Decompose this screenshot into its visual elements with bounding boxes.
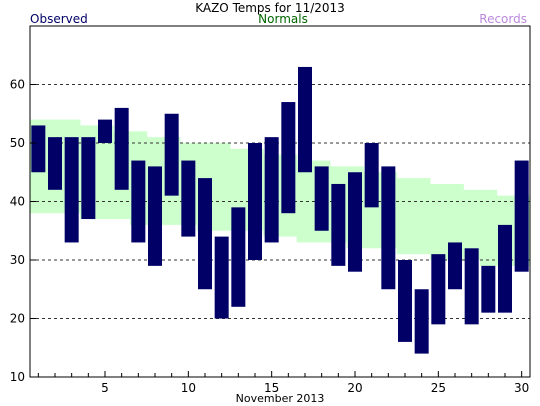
observed-bar-day-22 bbox=[381, 166, 396, 290]
observed-bar-day-30 bbox=[514, 160, 529, 272]
observed-bar-day-10 bbox=[181, 160, 196, 237]
x-tick-label-10: 10 bbox=[181, 381, 196, 395]
y-axis: 10 20 30 40 50 60 bbox=[10, 78, 36, 384]
observed-bar-day-21 bbox=[364, 143, 379, 208]
observed-bar-day-4 bbox=[81, 137, 96, 220]
observed-bar-day-7 bbox=[131, 160, 146, 243]
normals-band-day-26 bbox=[446, 183, 464, 260]
observed-bar-day-18 bbox=[314, 166, 329, 231]
normals-band-day-25 bbox=[430, 183, 448, 260]
x-tick-label-15: 15 bbox=[264, 381, 279, 395]
observed-bar-day-13 bbox=[231, 207, 246, 307]
y-tick-label-30: 30 bbox=[10, 253, 25, 267]
observed-bar-day-25 bbox=[431, 254, 446, 325]
legend-normals: Normals bbox=[258, 12, 308, 26]
y-tick-label-10: 10 bbox=[10, 370, 25, 384]
observed-bar-day-23 bbox=[398, 260, 412, 342]
observed-bar-day-26 bbox=[448, 242, 462, 290]
normals-band-day-28 bbox=[480, 189, 498, 266]
normals-band-day-12 bbox=[213, 143, 231, 231]
observed-bar-day-1 bbox=[31, 125, 46, 173]
observed-bar-day-11 bbox=[198, 178, 212, 290]
observed-bar-day-5 bbox=[98, 119, 112, 143]
y-tick-label-20: 20 bbox=[10, 312, 25, 326]
y-tick-label-60: 60 bbox=[10, 78, 25, 92]
y-tick-label-50: 50 bbox=[10, 136, 25, 150]
grid-lines bbox=[30, 84, 530, 319]
normals-band-day-17 bbox=[296, 160, 314, 243]
observed-bar-day-20 bbox=[348, 172, 362, 272]
normals-band-day-23 bbox=[396, 178, 414, 255]
legend-records: Records bbox=[479, 12, 527, 26]
observed-bar-day-17 bbox=[298, 66, 312, 173]
observed-bar-day-9 bbox=[164, 113, 179, 196]
x-axis-label: November 2013 bbox=[236, 392, 325, 405]
observed-bar-day-12 bbox=[214, 236, 229, 319]
normals-band-day-24 bbox=[413, 178, 431, 255]
x-axis: 5 10 15 20 25 30 bbox=[37, 371, 529, 395]
x-tick-label-30: 30 bbox=[514, 381, 529, 395]
normals-band-day-5 bbox=[96, 125, 114, 220]
observed-bar-day-19 bbox=[331, 183, 346, 266]
normals-band-day-27 bbox=[463, 189, 481, 260]
observed-bar-day-2 bbox=[48, 137, 62, 190]
chart-title: KAZO Temps for 11/2013 bbox=[195, 1, 345, 15]
observed-bar-day-3 bbox=[64, 137, 79, 243]
observed-bar-day-24 bbox=[414, 289, 429, 354]
observed-bar-day-29 bbox=[498, 224, 512, 313]
x-tick-label-5: 5 bbox=[101, 381, 109, 395]
observed-bar-day-6 bbox=[114, 107, 129, 190]
observed-bar-day-8 bbox=[148, 166, 162, 266]
observed-bar-day-28 bbox=[481, 265, 496, 313]
observed-bar-day-15 bbox=[264, 137, 279, 243]
y-tick-label-40: 40 bbox=[10, 195, 25, 209]
observed-bar-day-27 bbox=[464, 248, 479, 325]
observed-bars bbox=[31, 66, 529, 354]
observed-bar-day-14 bbox=[248, 143, 262, 260]
x-tick-label-20: 20 bbox=[347, 381, 362, 395]
legend-observed: Observed bbox=[30, 12, 88, 26]
observed-bar-day-16 bbox=[281, 102, 296, 214]
x-tick-label-25: 25 bbox=[431, 381, 446, 395]
